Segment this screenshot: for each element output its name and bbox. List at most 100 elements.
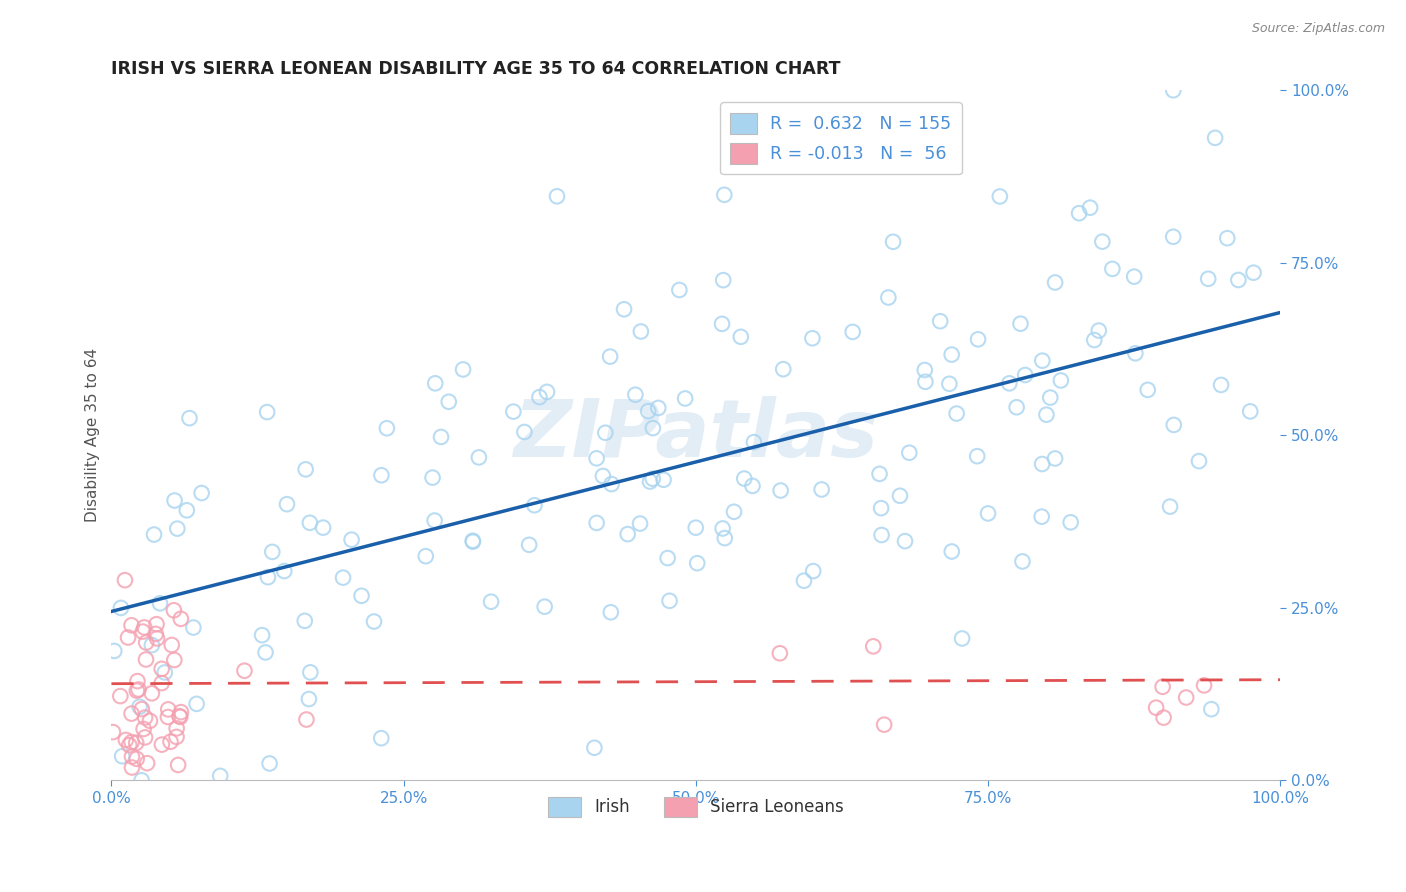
Point xyxy=(869,467,891,481)
Point xyxy=(111,749,134,764)
Point xyxy=(134,710,156,724)
Point xyxy=(673,392,696,406)
Point xyxy=(163,493,186,508)
Point xyxy=(657,551,679,566)
Point xyxy=(451,362,474,376)
Point xyxy=(523,498,546,512)
Point xyxy=(157,702,180,716)
Point xyxy=(461,534,484,549)
Point xyxy=(998,376,1021,391)
Point xyxy=(1091,235,1114,249)
Point xyxy=(146,632,169,646)
Point xyxy=(136,756,159,771)
Point xyxy=(125,752,148,766)
Point xyxy=(166,722,188,736)
Point xyxy=(730,330,752,344)
Point xyxy=(686,556,709,570)
Point xyxy=(658,594,681,608)
Point xyxy=(1078,201,1101,215)
Point xyxy=(141,638,163,652)
Point xyxy=(1067,206,1090,220)
Point xyxy=(134,620,156,634)
Y-axis label: Disability Age 35 to 64: Disability Age 35 to 64 xyxy=(86,348,100,523)
Point xyxy=(298,692,321,706)
Point xyxy=(870,528,893,542)
Point xyxy=(114,573,136,587)
Point xyxy=(127,674,149,689)
Point xyxy=(262,545,284,559)
Point xyxy=(179,411,201,425)
Point xyxy=(423,514,446,528)
Point xyxy=(209,769,232,783)
Point xyxy=(1035,408,1057,422)
Point xyxy=(769,646,792,660)
Point xyxy=(941,348,963,362)
Point xyxy=(713,531,735,545)
Point xyxy=(121,749,143,764)
Point xyxy=(110,689,132,703)
Point xyxy=(1239,404,1261,418)
Point xyxy=(422,470,444,484)
Point xyxy=(145,627,167,641)
Point xyxy=(599,350,621,364)
Point xyxy=(250,628,273,642)
Point xyxy=(121,706,143,721)
Point xyxy=(977,507,1000,521)
Point xyxy=(533,599,555,614)
Point xyxy=(145,617,167,632)
Point xyxy=(163,653,186,667)
Point xyxy=(616,527,638,541)
Point xyxy=(898,446,921,460)
Point xyxy=(810,483,832,497)
Point xyxy=(190,486,212,500)
Point xyxy=(430,430,453,444)
Point xyxy=(592,469,614,483)
Point xyxy=(945,407,967,421)
Point xyxy=(139,714,162,728)
Point xyxy=(117,631,139,645)
Point xyxy=(340,533,363,547)
Point xyxy=(294,614,316,628)
Point xyxy=(370,731,392,746)
Point xyxy=(132,624,155,639)
Point xyxy=(1014,368,1036,382)
Point xyxy=(150,676,173,690)
Point xyxy=(929,314,952,328)
Point xyxy=(135,635,157,649)
Point xyxy=(169,709,191,723)
Point xyxy=(1010,317,1032,331)
Point xyxy=(638,475,661,489)
Point xyxy=(1175,690,1198,705)
Point xyxy=(375,421,398,435)
Point xyxy=(723,505,745,519)
Point xyxy=(370,468,392,483)
Point xyxy=(166,522,188,536)
Point xyxy=(546,189,568,203)
Point xyxy=(862,640,884,654)
Point xyxy=(295,713,318,727)
Point xyxy=(183,621,205,635)
Point xyxy=(1101,261,1123,276)
Point xyxy=(894,534,917,549)
Point xyxy=(150,662,173,676)
Point xyxy=(294,462,316,476)
Point xyxy=(332,571,354,585)
Point xyxy=(630,325,652,339)
Point xyxy=(134,731,156,745)
Point xyxy=(613,302,636,317)
Text: ZIPatlas: ZIPatlas xyxy=(513,396,879,475)
Point xyxy=(121,618,143,632)
Point xyxy=(1201,702,1223,716)
Point xyxy=(135,652,157,666)
Point xyxy=(914,375,936,389)
Point xyxy=(1204,131,1226,145)
Point xyxy=(254,645,277,659)
Point xyxy=(1059,516,1081,530)
Point xyxy=(163,603,186,617)
Point xyxy=(536,384,558,399)
Point xyxy=(1039,391,1062,405)
Point xyxy=(641,472,664,486)
Point xyxy=(276,497,298,511)
Point xyxy=(742,435,765,450)
Point xyxy=(1031,457,1053,471)
